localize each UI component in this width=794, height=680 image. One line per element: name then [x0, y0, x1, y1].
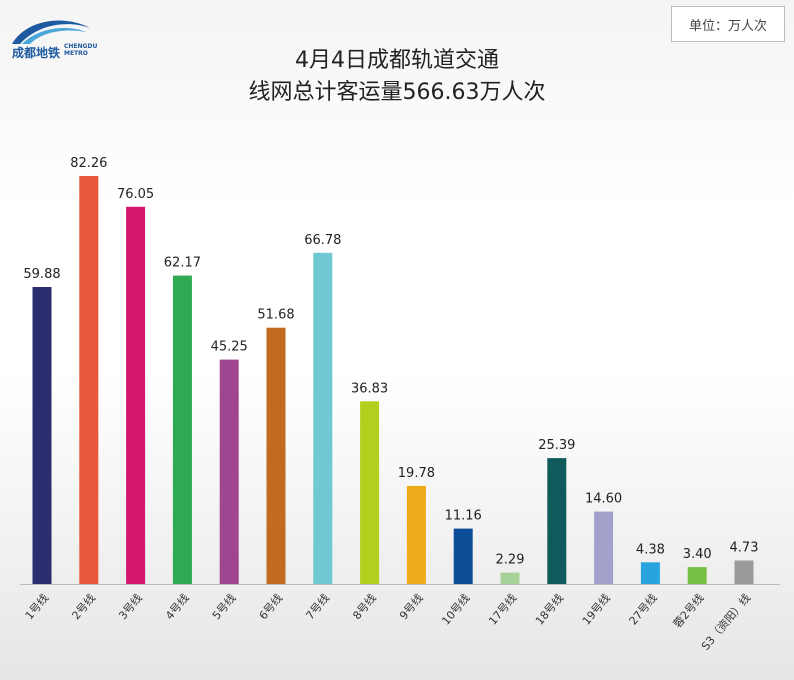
logo-name-en-line1: CHENGDU [64, 43, 98, 50]
data-label-4: 62.17 [164, 256, 201, 271]
category-label-14: 27号线 [626, 591, 660, 628]
category-label-13: 19号线 [579, 591, 613, 628]
data-label-7: 66.78 [304, 233, 341, 248]
data-label-13: 14.60 [585, 492, 622, 507]
bar-14 [640, 562, 660, 584]
data-label-10: 11.16 [445, 509, 482, 524]
logo-name-en-line2: METRO [64, 50, 88, 57]
metro-swoosh-icon [12, 20, 90, 44]
data-label-6: 51.68 [257, 308, 294, 323]
bar-5 [219, 359, 239, 584]
category-label-10: 10号线 [439, 591, 473, 628]
data-label-8: 36.83 [351, 381, 388, 396]
unit-label: 单位：万人次 [671, 6, 785, 42]
category-label-1: 1号线 [22, 591, 51, 622]
category-label-6: 6号线 [256, 591, 285, 622]
bar-1 [32, 287, 52, 584]
logo-name-en: CHENGDU METRO [64, 43, 97, 57]
bar-15 [687, 567, 707, 584]
logo-name-cn: 成都地铁 [12, 46, 61, 60]
bar-9 [406, 485, 426, 584]
category-label-9: 9号线 [396, 591, 425, 622]
category-label-11: 17号线 [485, 591, 519, 628]
data-label-11: 2.29 [496, 553, 525, 568]
bar-3 [126, 206, 146, 585]
bar-6 [266, 327, 286, 584]
category-label-7: 7号线 [303, 591, 332, 622]
data-label-2: 82.26 [70, 156, 107, 171]
bar-2 [79, 176, 99, 584]
chengdu-metro-logo [8, 10, 108, 66]
category-label-4: 4号线 [162, 591, 191, 622]
bar-13 [594, 511, 614, 584]
bar-11 [500, 572, 520, 584]
bar-10 [453, 528, 473, 584]
chart-title-line1: 4月4日成都轨道交通 [295, 48, 499, 73]
bar-7 [313, 252, 333, 585]
chart-title-line2: 线网总计客运量566.63万人次 [248, 80, 546, 105]
data-label-15: 3.40 [683, 547, 712, 562]
bar-16 [734, 560, 754, 584]
category-label-2: 2号线 [69, 591, 98, 622]
data-label-9: 19.78 [398, 466, 435, 481]
bar-12 [547, 458, 567, 584]
category-label-5: 5号线 [209, 591, 238, 622]
category-label-3: 3号线 [116, 591, 145, 622]
data-label-5: 45.25 [211, 340, 248, 355]
category-label-12: 18号线 [532, 591, 566, 628]
data-label-16: 4.73 [730, 541, 759, 556]
category-label-15: 蓉2号线 [670, 591, 706, 631]
category-label-16: S3（资阳）线 [698, 591, 753, 653]
data-label-14: 4.38 [636, 542, 665, 557]
data-label-12: 25.39 [538, 438, 575, 453]
bar-4 [172, 275, 192, 584]
bar-8 [360, 401, 380, 584]
data-label-3: 76.05 [117, 187, 154, 202]
category-label-8: 8号线 [350, 591, 379, 622]
data-label-1: 59.88 [23, 267, 60, 282]
